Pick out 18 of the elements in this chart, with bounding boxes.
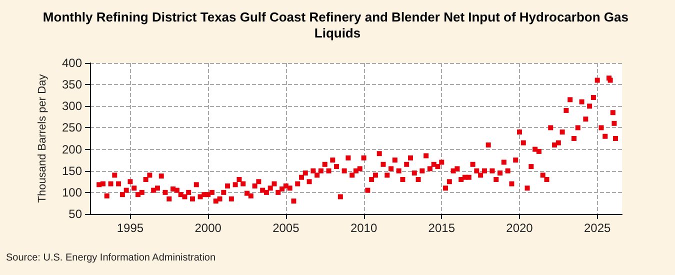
y-tick-label: 50 [68, 207, 82, 221]
x-tick-label: 1995 [116, 221, 144, 235]
y-tick-label: 400 [62, 56, 82, 70]
y-tick-label: 350 [62, 78, 82, 92]
x-tick-label: 2025 [584, 221, 612, 235]
x-tick-label: 2015 [428, 221, 456, 235]
y-tick-label: 300 [62, 99, 82, 114]
x-tick-label: 2005 [272, 221, 300, 235]
source-note: Source: U.S. Energy Information Administration [6, 252, 216, 264]
x-tick-label: 2010 [350, 221, 378, 235]
chart-title: Monthly Refining District Texas Gulf Coast Refinery and Blender Net Input of Hydrocarbon Gas Liquids [42, 10, 632, 40]
y-tick-label: 100 [62, 185, 82, 200]
y-tick-label: 250 [62, 120, 82, 135]
y-tick-label: 150 [62, 164, 82, 178]
x-tick-label: 2020 [506, 221, 534, 235]
y-tick-label: 200 [62, 142, 82, 156]
x-tick-label: 2000 [194, 221, 222, 235]
y-axis-title: Thousand Barrels per Day [36, 74, 48, 203]
